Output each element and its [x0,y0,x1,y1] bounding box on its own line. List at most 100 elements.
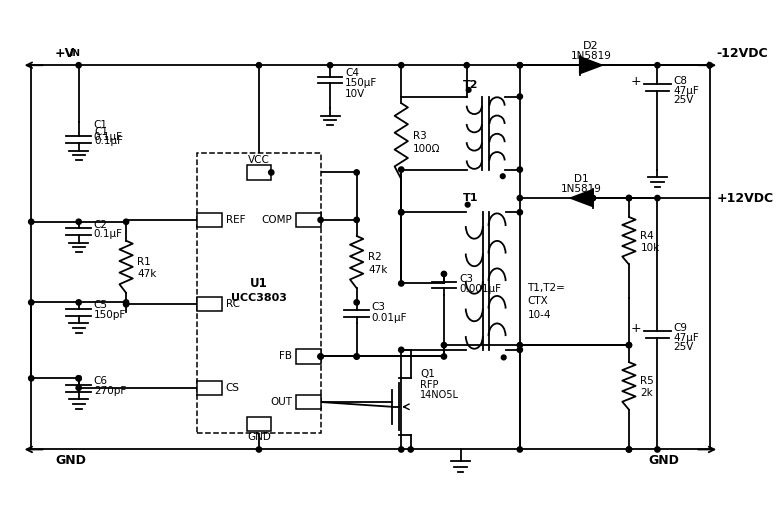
Text: 0.1µF: 0.1µF [93,229,123,239]
Circle shape [441,343,446,348]
Text: D1: D1 [574,174,589,184]
Text: D2: D2 [583,41,599,51]
Circle shape [517,343,523,348]
Circle shape [269,170,274,175]
Text: GND: GND [247,432,271,442]
Text: 25V: 25V [674,95,694,105]
Circle shape [354,170,359,175]
Text: -12VDC: -12VDC [716,47,768,61]
Text: FB: FB [279,352,292,361]
Circle shape [517,167,523,172]
Circle shape [626,195,632,201]
Text: 47µF: 47µF [674,86,700,96]
Text: T1,T2=: T1,T2= [527,283,566,293]
Text: R3: R3 [413,131,426,142]
Text: 47k: 47k [138,269,157,279]
Text: 14NO5L: 14NO5L [420,390,459,401]
Circle shape [500,174,505,179]
Text: C3: C3 [372,302,386,312]
Circle shape [626,343,632,348]
Text: C6: C6 [93,376,108,386]
Circle shape [29,300,34,305]
Circle shape [327,63,333,68]
Text: 5: 5 [256,419,263,429]
Circle shape [707,63,712,68]
Text: C8: C8 [674,76,688,87]
Circle shape [123,302,129,307]
Circle shape [464,63,470,68]
Circle shape [654,63,660,68]
Text: C1: C1 [93,120,108,130]
Text: T2: T2 [463,80,478,90]
Text: R5: R5 [640,376,654,386]
Circle shape [399,447,404,452]
Circle shape [517,94,523,99]
Text: 0.1µF: 0.1µF [93,132,123,143]
Polygon shape [570,189,593,207]
Text: R1: R1 [138,257,151,267]
Text: Q1: Q1 [420,369,435,379]
Circle shape [626,447,632,452]
Text: 0.1µF: 0.1µF [95,136,124,146]
Circle shape [441,271,446,276]
Circle shape [517,63,523,68]
Circle shape [354,300,359,305]
Circle shape [441,354,446,359]
Text: U1: U1 [250,277,268,291]
Circle shape [654,195,660,201]
Text: CTX: CTX [527,296,548,306]
Bar [197,153,321,433]
Circle shape [354,217,359,222]
Text: IN: IN [69,49,80,59]
Text: 0.01µF: 0.01µF [372,313,407,323]
Text: CS: CS [226,383,240,393]
Circle shape [318,354,323,359]
Circle shape [76,376,81,381]
Circle shape [318,217,323,222]
Circle shape [76,300,81,305]
Bar [296,349,321,363]
Text: GND: GND [55,455,86,467]
Circle shape [502,355,506,360]
Text: 1N5819: 1N5819 [570,51,612,61]
Circle shape [517,63,523,68]
Circle shape [517,210,523,215]
Bar [296,213,321,227]
Text: R2: R2 [368,252,382,262]
Circle shape [399,210,404,215]
Text: R4: R4 [640,231,654,241]
Text: 6: 6 [305,397,312,407]
Circle shape [399,210,404,215]
Text: C3: C3 [459,274,473,284]
Bar [197,381,222,395]
Text: OUT: OUT [270,397,292,407]
Circle shape [29,219,34,224]
Text: 3: 3 [206,383,213,393]
Text: T1: T1 [463,193,478,203]
Text: 47µF: 47µF [674,332,700,343]
Bar [296,395,321,409]
Circle shape [354,354,359,359]
Circle shape [399,63,404,68]
Text: 10k: 10k [640,243,660,253]
Text: GND: GND [648,455,679,467]
Circle shape [517,195,523,201]
Circle shape [354,354,359,359]
Circle shape [76,63,81,68]
Circle shape [626,343,632,348]
Circle shape [399,347,404,353]
Bar [197,297,222,312]
Text: 8: 8 [206,215,213,225]
Text: 0.001µF: 0.001µF [459,284,501,294]
Circle shape [256,447,262,452]
Circle shape [626,195,632,201]
Circle shape [76,219,81,224]
Circle shape [466,88,471,92]
Circle shape [626,447,632,452]
Text: 270pF: 270pF [93,386,126,395]
Text: 150pF: 150pF [93,310,126,320]
Text: 100Ω: 100Ω [413,144,440,154]
Circle shape [399,281,404,286]
Text: C9: C9 [674,323,688,333]
Text: REF: REF [226,215,245,225]
